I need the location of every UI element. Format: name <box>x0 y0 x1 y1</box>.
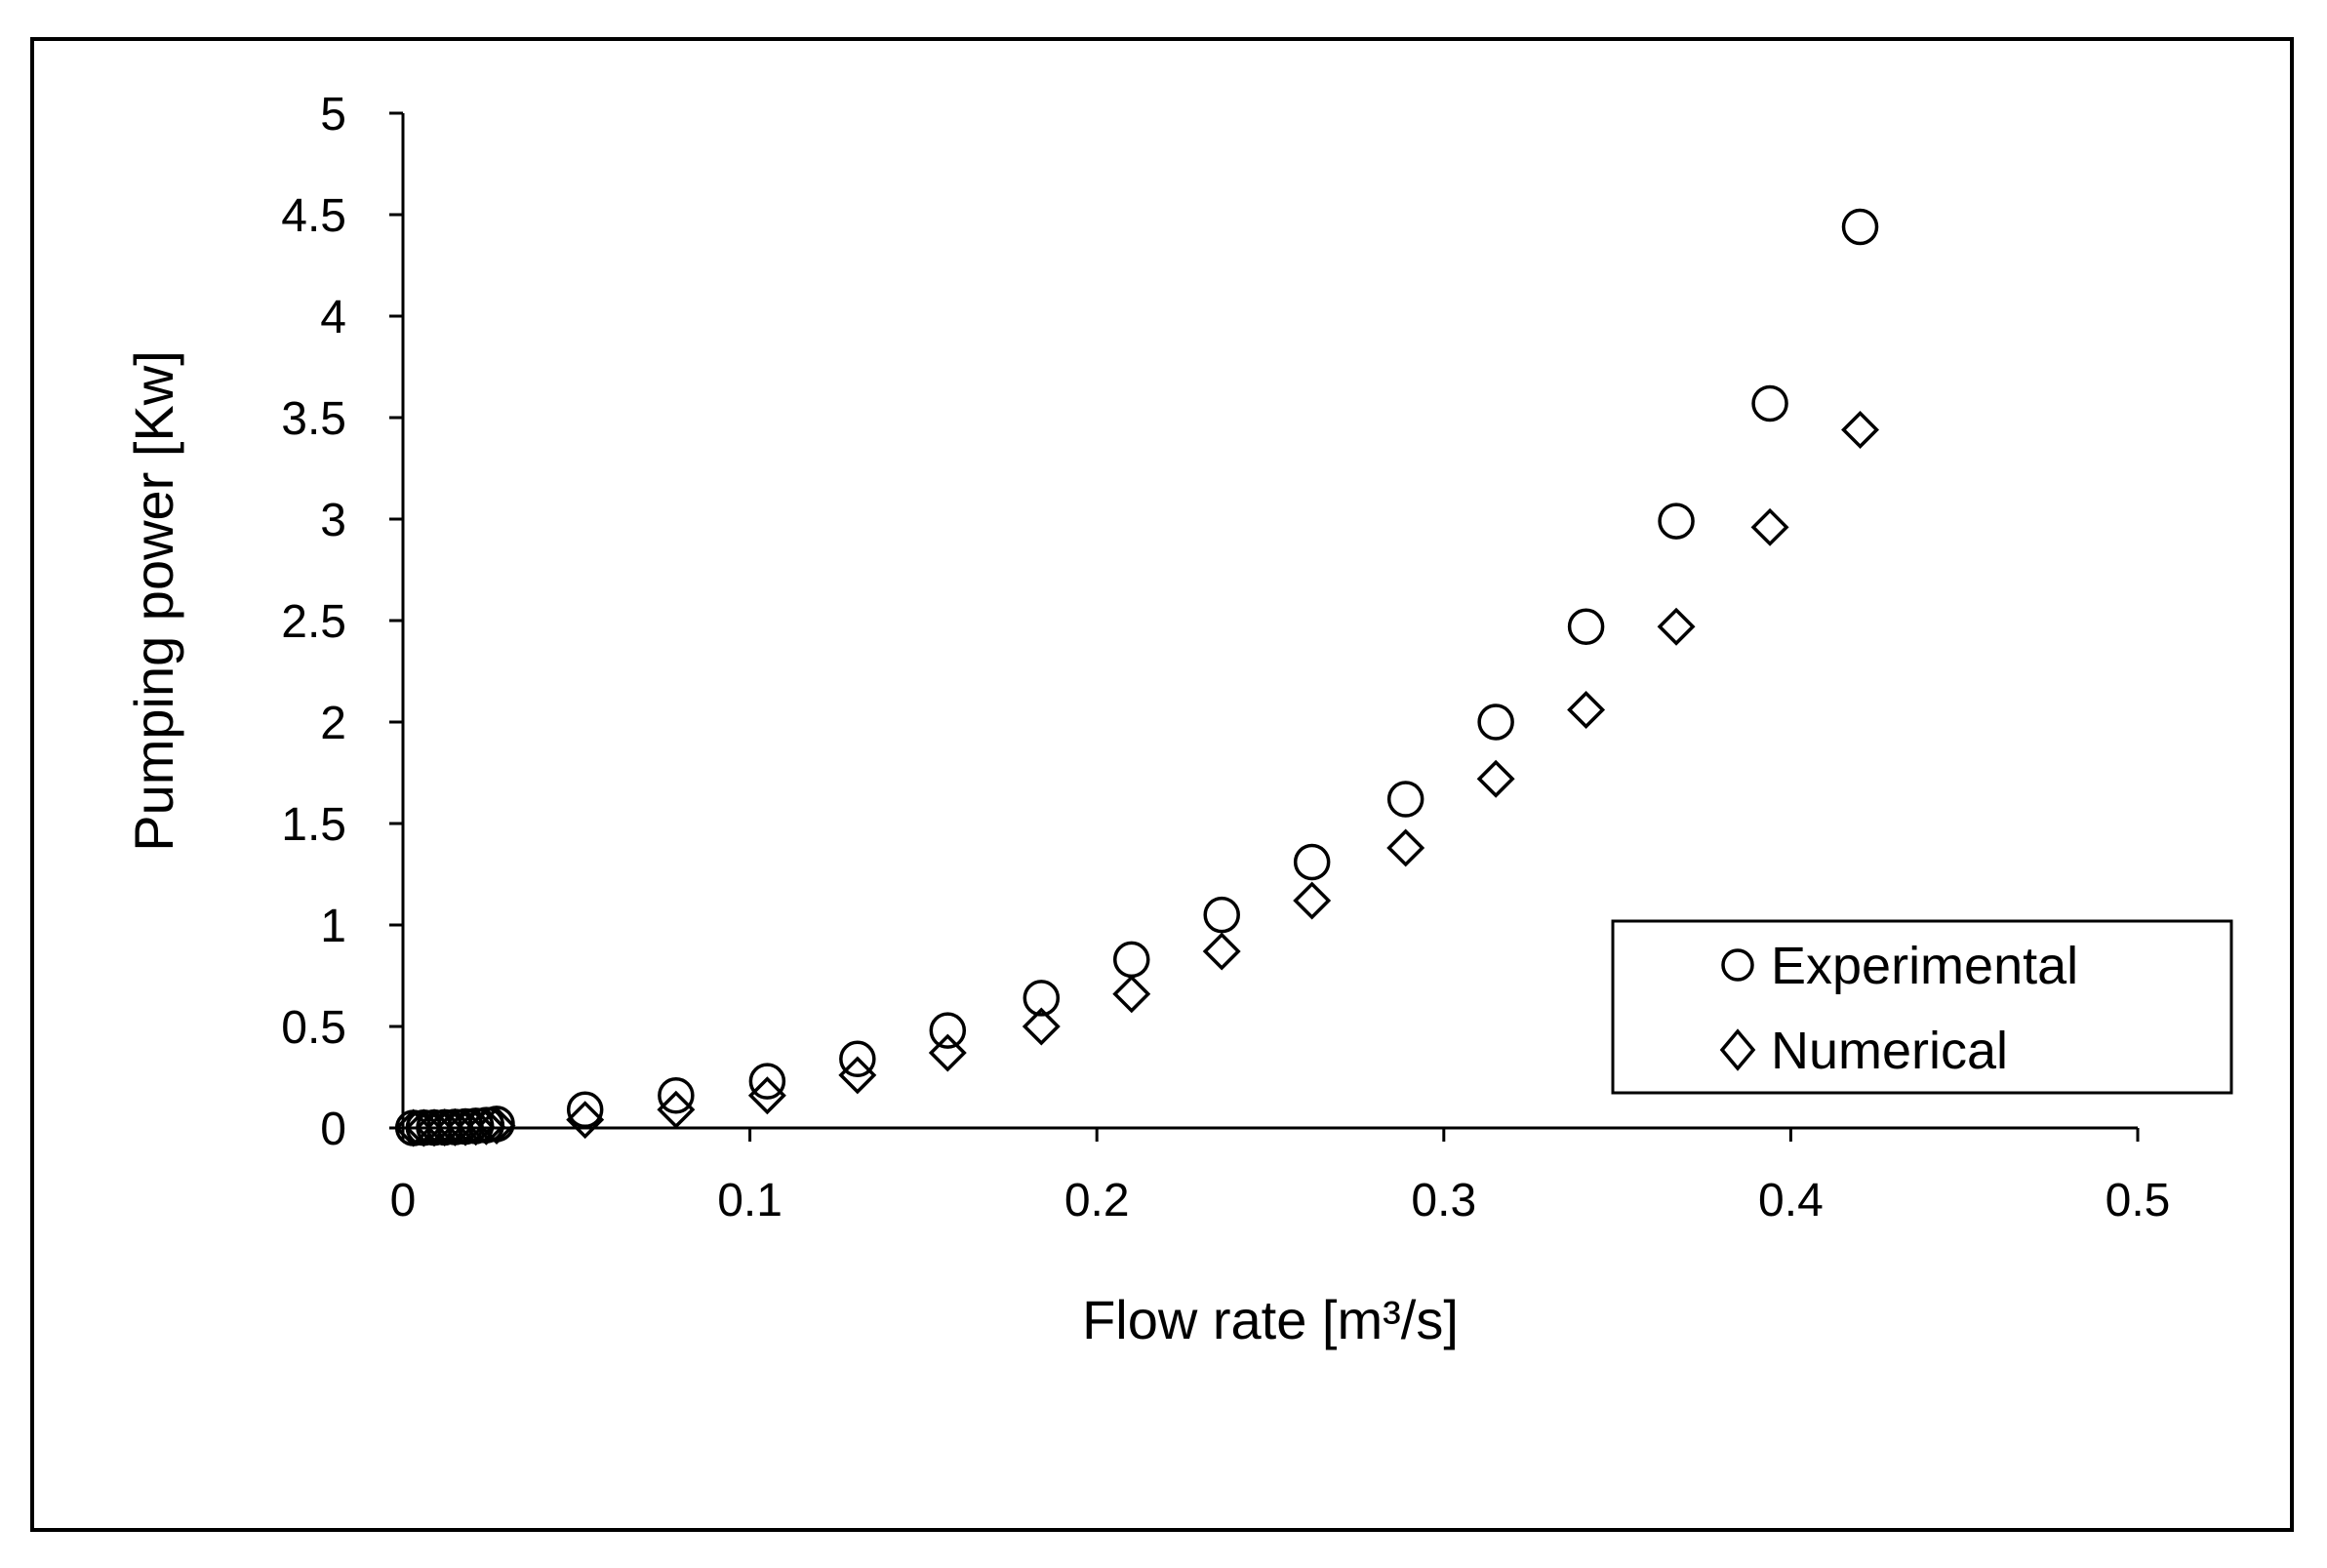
data-point-numerical <box>1386 828 1425 867</box>
legend: Experimental Numerical <box>1611 919 2233 1095</box>
y-axis-title: Pumping power [Kw] <box>123 350 184 852</box>
x-ticks: 0 0.1 0.2 0.3 0.4 0.5 <box>390 1128 2171 1226</box>
x-tick-label: 0.1 <box>717 1175 782 1226</box>
data-point-numerical <box>1750 507 1789 546</box>
y-tick-label: 1.5 <box>281 799 346 851</box>
data-point-experimental <box>566 1091 604 1129</box>
x-tick-label: 0.3 <box>1411 1175 1476 1226</box>
data-point-numerical <box>1293 881 1332 920</box>
y-ticks: 0 0.5 1 1.5 2 2.5 3 3.5 4 4.5 5 <box>281 89 403 1155</box>
data-point-numerical <box>657 1090 696 1129</box>
data-point-experimental <box>1023 980 1061 1017</box>
data-point-numerical <box>477 1106 516 1145</box>
x-axis-title: Flow rate [m³/s] <box>1082 1289 1459 1350</box>
data-point-numerical <box>747 1076 786 1115</box>
x-tick-label: 0.4 <box>1758 1175 1824 1226</box>
x-tick-label: 0.2 <box>1064 1175 1130 1226</box>
data-point-experimental <box>839 1040 876 1078</box>
data-point-numerical <box>1022 1007 1061 1046</box>
legend-label-experimental: Experimental <box>1771 937 2078 995</box>
y-tick-label: 0.5 <box>281 1002 346 1054</box>
data-point-experimental <box>1841 208 1879 246</box>
data-point-numerical <box>928 1033 967 1072</box>
data-point-experimental <box>1293 843 1331 881</box>
y-tick-label: 3.5 <box>281 393 346 445</box>
data-point-numerical <box>1202 932 1241 971</box>
y-tick-label: 1 <box>320 901 346 952</box>
data-point-numerical <box>1476 759 1515 798</box>
data-point-experimental <box>1751 384 1788 422</box>
data-point-numerical <box>1112 975 1151 1014</box>
data-point-experimental <box>1203 896 1240 934</box>
y-tick-label: 4 <box>320 292 346 343</box>
data-points <box>394 208 1879 1147</box>
data-point-experimental <box>1477 704 1514 741</box>
data-point-numerical <box>457 1107 496 1146</box>
data-point-experimental <box>658 1076 695 1114</box>
series-numerical <box>394 411 1879 1147</box>
data-point-numerical <box>838 1056 877 1095</box>
data-point-experimental <box>1386 781 1424 818</box>
legend-box <box>1611 919 2233 1095</box>
legend-marker-experimental <box>1721 948 1754 982</box>
y-tick-label: 5 <box>320 89 346 141</box>
data-point-numerical <box>566 1101 605 1140</box>
data-point-numerical <box>1567 691 1606 729</box>
legend-marker-numerical <box>1719 1028 1756 1071</box>
data-point-experimental <box>1567 608 1605 645</box>
x-tick-label: 0 <box>390 1175 417 1226</box>
legend-label-numerical: Numerical <box>1771 1022 2008 1080</box>
data-point-experimental <box>929 1012 967 1049</box>
y-tick-label: 4.5 <box>281 190 346 242</box>
data-point-numerical <box>1657 607 1696 646</box>
chart-frame <box>30 37 2294 1532</box>
y-tick-label: 2.5 <box>281 596 346 648</box>
data-point-experimental <box>1658 503 1695 540</box>
x-tick-label: 0.5 <box>2106 1175 2171 1226</box>
data-point-numerical <box>466 1106 505 1146</box>
data-point-numerical <box>1841 411 1879 449</box>
y-tick-label: 3 <box>320 495 346 546</box>
y-tick-label: 2 <box>320 698 346 749</box>
data-point-experimental <box>748 1063 786 1100</box>
y-tick-label: 0 <box>320 1104 346 1155</box>
